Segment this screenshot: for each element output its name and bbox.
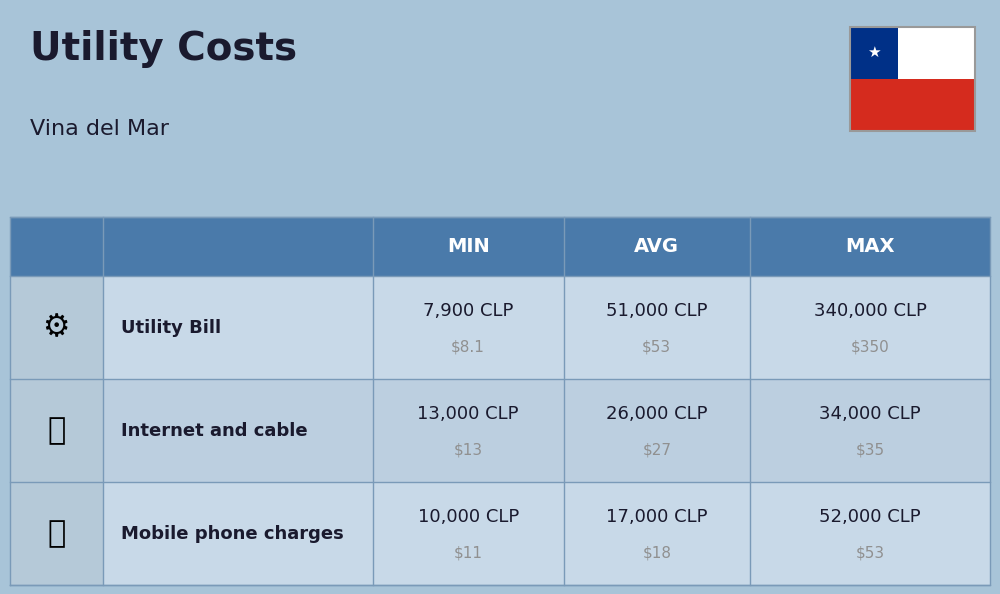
Text: $53: $53 [855, 545, 885, 560]
Text: $53: $53 [642, 339, 671, 354]
Text: 📶: 📶 [47, 416, 66, 445]
Text: Internet and cable: Internet and cable [121, 422, 308, 440]
Text: 26,000 CLP: 26,000 CLP [606, 405, 708, 423]
Text: $350: $350 [851, 339, 889, 354]
Text: ★: ★ [867, 45, 881, 60]
Text: Utility Costs: Utility Costs [30, 30, 297, 68]
Text: $18: $18 [642, 545, 671, 560]
Text: 51,000 CLP: 51,000 CLP [606, 302, 708, 320]
Text: AVG: AVG [634, 237, 679, 256]
Text: Vina del Mar: Vina del Mar [30, 119, 169, 139]
FancyBboxPatch shape [103, 276, 990, 379]
Text: MAX: MAX [845, 237, 895, 256]
Text: 340,000 CLP: 340,000 CLP [814, 302, 926, 320]
Text: $13: $13 [454, 442, 483, 457]
FancyBboxPatch shape [10, 379, 103, 482]
Text: ⚙️: ⚙️ [43, 313, 70, 342]
FancyBboxPatch shape [103, 379, 990, 482]
FancyBboxPatch shape [564, 217, 750, 276]
Text: 📱: 📱 [47, 519, 66, 548]
FancyBboxPatch shape [850, 27, 975, 78]
FancyBboxPatch shape [10, 276, 103, 379]
Text: 52,000 CLP: 52,000 CLP [819, 508, 921, 526]
FancyBboxPatch shape [750, 217, 990, 276]
Text: $27: $27 [642, 442, 671, 457]
Text: 34,000 CLP: 34,000 CLP [819, 405, 921, 423]
Text: $8.1: $8.1 [451, 339, 485, 354]
Text: Utility Bill: Utility Bill [121, 319, 221, 337]
Text: Mobile phone charges: Mobile phone charges [121, 525, 344, 542]
Text: 17,000 CLP: 17,000 CLP [606, 508, 708, 526]
FancyBboxPatch shape [10, 217, 373, 276]
Text: MIN: MIN [447, 237, 490, 256]
FancyBboxPatch shape [103, 482, 990, 585]
FancyBboxPatch shape [850, 27, 898, 78]
FancyBboxPatch shape [373, 217, 564, 276]
FancyBboxPatch shape [850, 78, 975, 131]
Text: $11: $11 [454, 545, 483, 560]
FancyBboxPatch shape [10, 482, 103, 585]
Text: 13,000 CLP: 13,000 CLP [417, 405, 519, 423]
Text: 10,000 CLP: 10,000 CLP [418, 508, 519, 526]
Text: 7,900 CLP: 7,900 CLP [423, 302, 513, 320]
Text: $35: $35 [855, 442, 885, 457]
